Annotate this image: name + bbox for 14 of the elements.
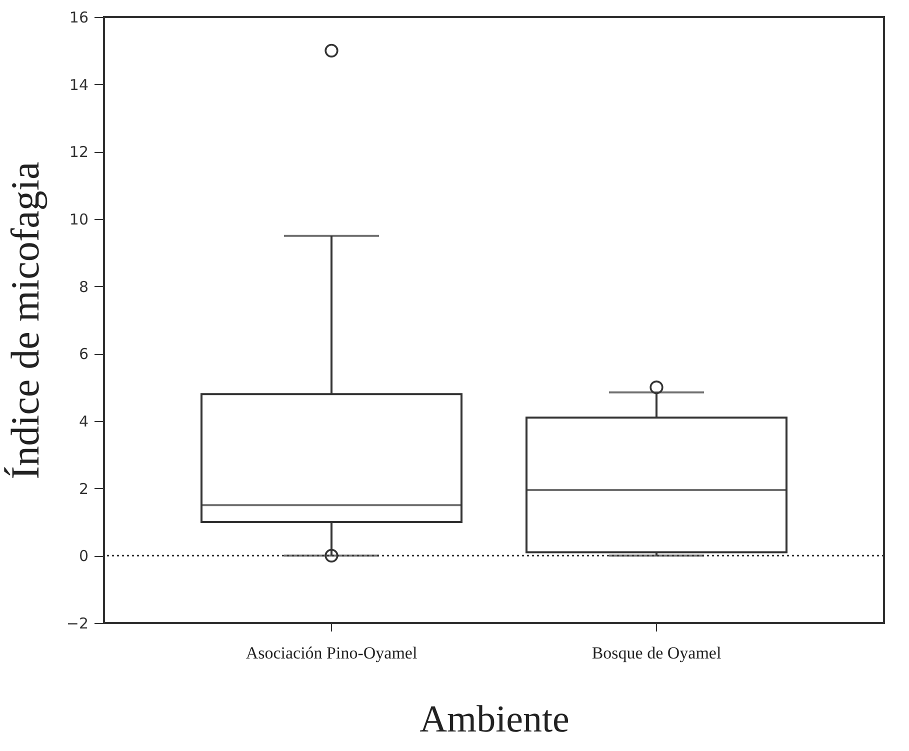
y-tick-label: 12 (69, 143, 88, 162)
x-tick-label: Asociación Pino-Oyamel (246, 644, 418, 662)
y-tick-label: 6 (78, 345, 88, 364)
y-tick-label: 2 (78, 480, 88, 498)
x-axis-title: Ambiente (420, 698, 570, 740)
y-tick-label: 4 (78, 412, 88, 430)
y-tick-label: −2 (66, 614, 88, 632)
y-tick-label: 14 (69, 76, 88, 94)
y-tick-label: 10 (69, 210, 88, 228)
y-tick-label: 8 (78, 278, 88, 296)
y-tick-label: 16 (69, 8, 88, 26)
y-tick-label: 0 (78, 547, 88, 566)
y-axis-title: Índice de micofagia (2, 161, 48, 480)
x-tick-label: Bosque de Oyamel (592, 644, 722, 662)
